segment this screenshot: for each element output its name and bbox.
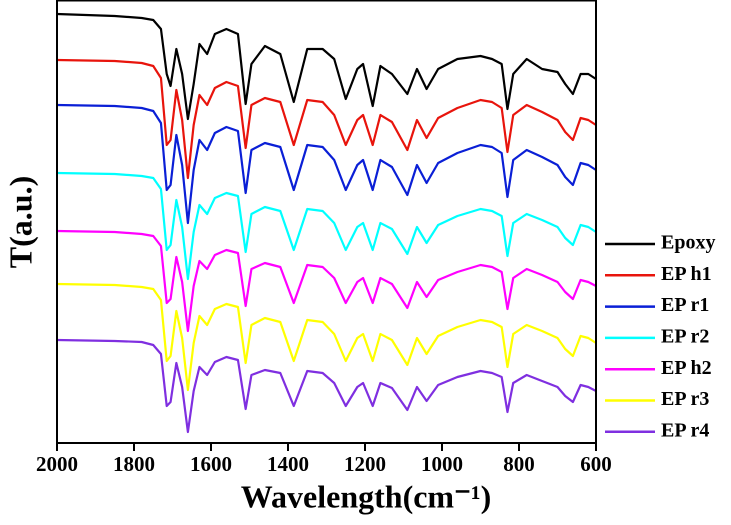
spectrum-line bbox=[56, 58, 597, 180]
spectrum-line bbox=[56, 282, 597, 392]
x-tick-label: 1400 bbox=[267, 452, 309, 476]
legend-label: EP r4 bbox=[661, 419, 709, 441]
legend-label: EP h1 bbox=[661, 263, 712, 285]
x-tick-label: 2000 bbox=[36, 452, 78, 476]
x-tick-label: 600 bbox=[580, 452, 612, 476]
spectrum-line bbox=[56, 338, 597, 434]
x-tick-label: 1600 bbox=[190, 452, 232, 476]
x-tick-label: 1000 bbox=[421, 452, 463, 476]
legend-label: EP h2 bbox=[661, 357, 712, 379]
legend-label: Epoxy bbox=[661, 232, 715, 254]
spectrum-line bbox=[56, 103, 597, 225]
x-tick-label: 800 bbox=[503, 452, 535, 476]
x-tick-label: 1800 bbox=[113, 452, 155, 476]
spectrum-line bbox=[56, 229, 597, 333]
plot-frame bbox=[56, 0, 597, 444]
legend-label: EP r2 bbox=[661, 325, 709, 347]
y-axis-label: T(a.u.) bbox=[2, 176, 38, 268]
x-tick-label: 1200 bbox=[344, 452, 386, 476]
legend-label: EP r3 bbox=[661, 388, 709, 410]
spectrum-line bbox=[56, 171, 597, 281]
spectrum-line bbox=[56, 12, 597, 121]
legend-label: EP r1 bbox=[661, 294, 709, 316]
x-axis-label: Wavelength(cm⁻¹) bbox=[241, 478, 491, 514]
